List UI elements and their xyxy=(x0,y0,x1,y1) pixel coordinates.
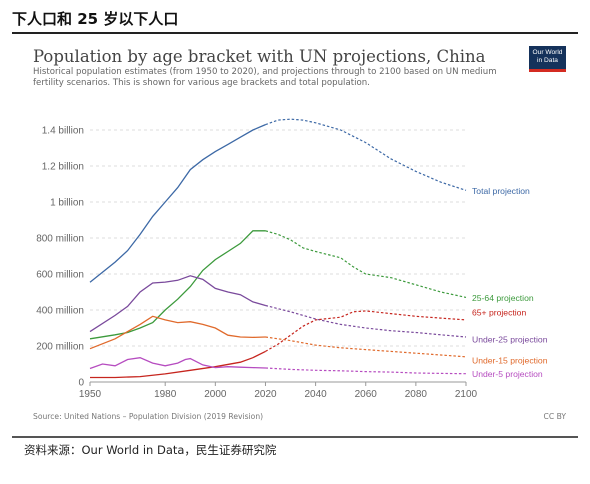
series-projection-under5 xyxy=(265,367,467,375)
series-line-total xyxy=(89,124,266,283)
logo-line-1: Our World xyxy=(532,49,563,56)
series-label-age25_64: 25-64 projection xyxy=(472,293,534,303)
x-tick-label: 1980 xyxy=(154,389,177,400)
x-tick-label: 2080 xyxy=(405,389,428,400)
x-tick-label: 2000 xyxy=(204,389,227,400)
line-chart: 0 200 million 400 million 600 million 800 mi… xyxy=(36,118,548,400)
license-link[interactable]: CC BY xyxy=(543,412,566,421)
y-tick-label: 800 million xyxy=(36,234,84,245)
owid-logo[interactable]: Our World in Data xyxy=(529,46,566,72)
series-label-under15: Under-15 projection xyxy=(472,355,548,365)
y-tick-label: 600 million xyxy=(36,270,84,281)
bottom-divider xyxy=(12,436,578,438)
y-tick-label: 400 million xyxy=(36,306,84,317)
series-line-age65 xyxy=(90,350,266,379)
y-tick-label: 0 xyxy=(78,378,84,389)
chart-title: Population by age bracket with UN projec… xyxy=(33,47,486,66)
x-tick-label: 2040 xyxy=(304,389,327,400)
x-tick-label: 2100 xyxy=(455,389,478,400)
x-tick-label: 2020 xyxy=(254,389,277,400)
series-line-age25_64 xyxy=(89,230,266,340)
logo-line-2: in Data xyxy=(537,56,558,64)
y-tick-label: 1.2 billion xyxy=(42,162,84,173)
x-tick-label: 2060 xyxy=(355,389,378,400)
series-projection-total xyxy=(265,118,467,191)
series-projection-age25_64 xyxy=(265,230,467,298)
series-line-under5 xyxy=(89,357,266,370)
y-tick-label: 1 billion xyxy=(50,198,84,209)
series-projection-under15 xyxy=(265,336,467,358)
y-tick-label: 200 million xyxy=(36,342,84,353)
chart-subtitle: Historical population estimates (from 19… xyxy=(33,67,497,88)
x-tick-label: 1950 xyxy=(79,389,102,400)
series-line-under25 xyxy=(89,275,266,333)
series-line-under15 xyxy=(89,315,266,350)
series-label-under25: Under-25 projection xyxy=(472,335,548,345)
chart-card: Population by age bracket with UN projec… xyxy=(24,40,570,428)
footer-source: 资料来源：Our World in Data，民生证券研究院 xyxy=(24,443,277,457)
y-tick-label: 1.4 billion xyxy=(42,126,84,137)
report-header-title: 下人口和 25 岁以下人口 xyxy=(12,10,179,28)
series-label-under5: Under-5 projection xyxy=(472,369,543,379)
top-divider xyxy=(12,32,578,34)
chart-source: Source: United Nations – Population Divi… xyxy=(33,412,264,421)
series-projection-age65 xyxy=(265,310,467,352)
series-label-total: Total projection xyxy=(472,186,530,196)
series-label-age65: 65+ projection xyxy=(472,307,526,317)
